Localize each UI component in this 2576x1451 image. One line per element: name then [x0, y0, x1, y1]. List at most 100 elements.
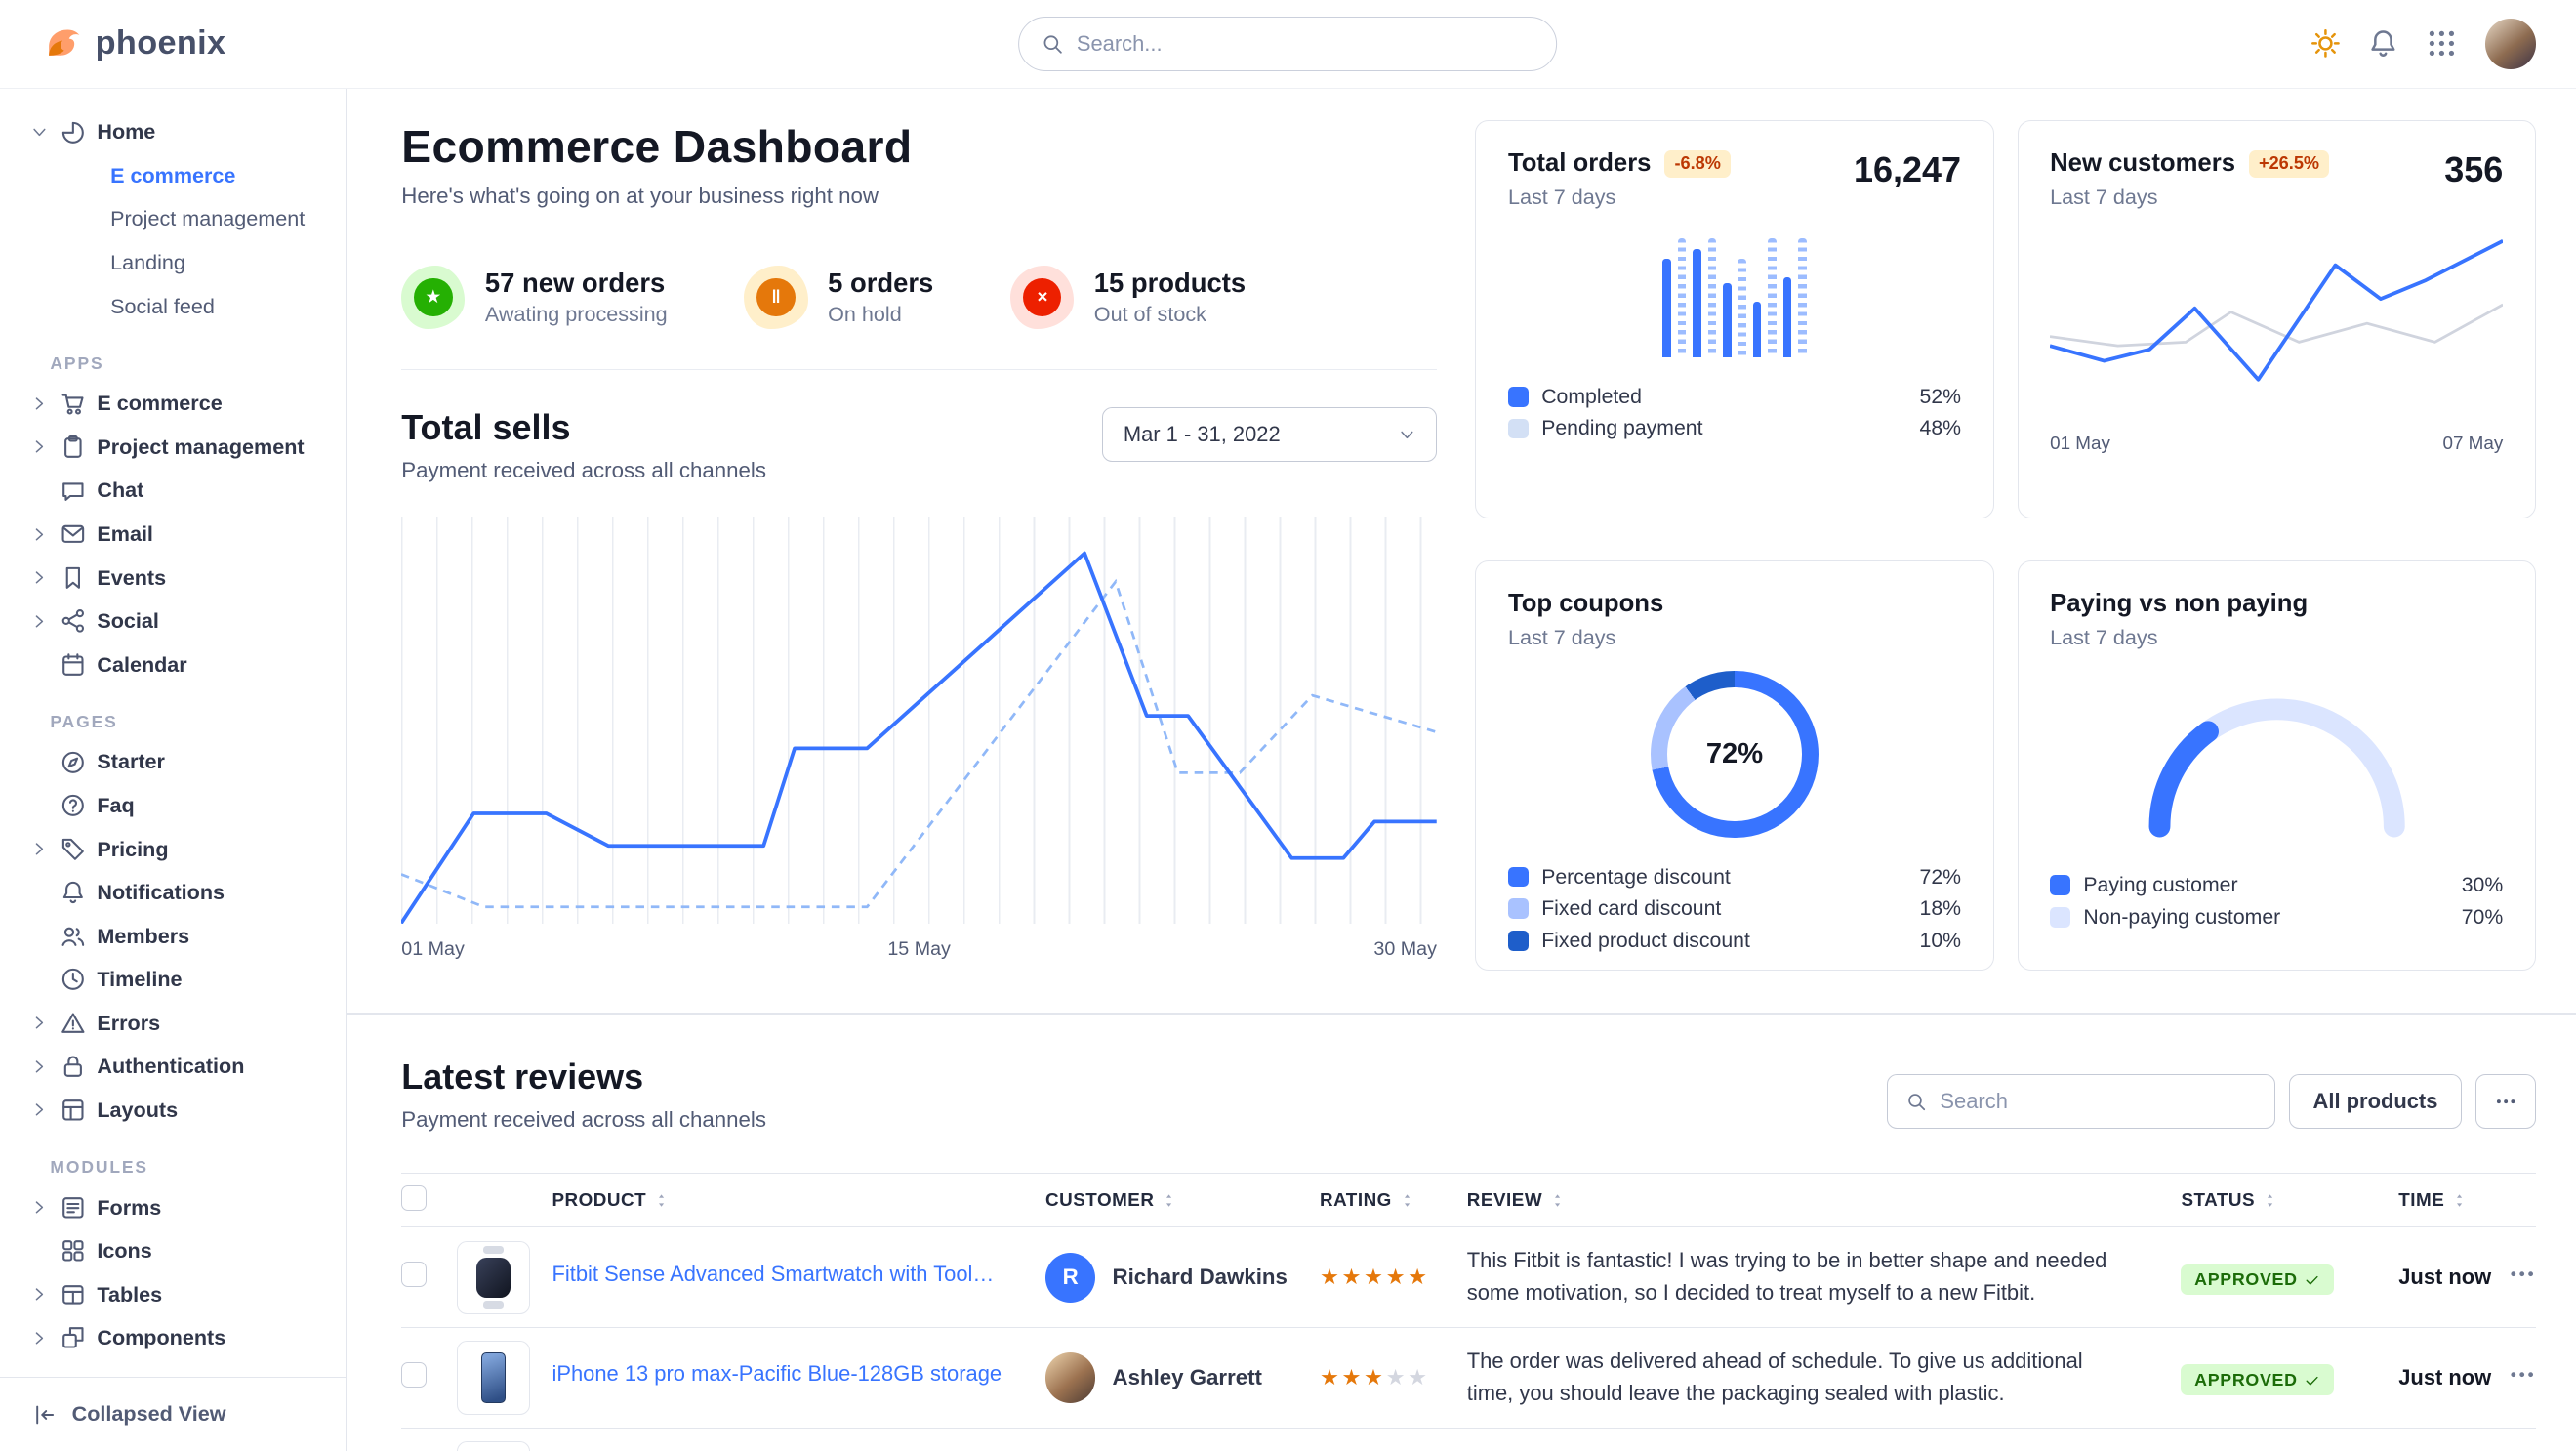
product-link[interactable]: Fitbit Sense Advanced Smartwatch with To…	[552, 1261, 1026, 1286]
sidebar-subitem-0[interactable]: E commerce	[20, 154, 326, 198]
search-icon	[1906, 1092, 1927, 1112]
sidebar-modules-item-0[interactable]: Forms	[20, 1185, 326, 1229]
search-icon	[1042, 33, 1063, 55]
reviews-table: PRODUCT CUSTOMER RATING REVIEW STATUS TI…	[401, 1172, 2536, 1451]
column-header-product[interactable]: PRODUCT	[552, 1189, 1045, 1211]
card-title: Total orders	[1507, 149, 1652, 178]
column-header-rating[interactable]: RATING	[1320, 1189, 1467, 1211]
row-menu-button[interactable]	[2509, 1261, 2535, 1287]
date-range-value: Mar 1 - 31, 2022	[1123, 422, 1281, 447]
date-range-select[interactable]: Mar 1 - 31, 2022	[1102, 406, 1437, 463]
brand-logo[interactable]: phoenix	[44, 23, 226, 63]
collapse-icon	[33, 1403, 57, 1427]
sort-icon	[2262, 1192, 2278, 1209]
sidebar-apps-item-4[interactable]: Events	[20, 556, 326, 600]
row-checkbox[interactable]	[401, 1262, 427, 1287]
sidebar-apps-item-0[interactable]: E commerce	[20, 382, 326, 426]
chevron-right-icon	[30, 612, 49, 631]
collapsed-view-button[interactable]: Collapsed View	[0, 1377, 346, 1451]
topbar: phoenix	[0, 0, 2576, 89]
product-link[interactable]: iPhone 13 pro max-Pacific Blue-128GB sto…	[552, 1361, 1002, 1387]
ellipsis-icon	[2509, 1261, 2535, 1287]
column-header-status[interactable]: STATUS	[2181, 1189, 2398, 1211]
reviews-search[interactable]	[1887, 1073, 2275, 1130]
sidebar-pages-item-3[interactable]: Notifications	[20, 871, 326, 915]
chevron-right-icon	[30, 437, 49, 456]
column-header-review[interactable]: REVIEW	[1467, 1189, 2182, 1211]
coupons-donut-chart: 72%	[1651, 670, 1819, 838]
apps-grid-button[interactable]	[2427, 28, 2457, 59]
all-products-button[interactable]: All products	[2288, 1073, 2463, 1130]
review-row-2	[401, 1429, 2536, 1451]
sidebar-item-label: Notifications	[97, 880, 225, 905]
rating-stars: ★★★★★	[1319, 1264, 1430, 1290]
legend-row: Percentage discount 72%	[1507, 863, 1961, 891]
sidebar-pages-item-4[interactable]: Members	[20, 914, 326, 958]
blank-thumbnail	[456, 1441, 531, 1451]
reviews-table-header: PRODUCT CUSTOMER RATING REVIEW STATUS TI…	[401, 1172, 2536, 1228]
sidebar-pages-item-5[interactable]: Timeline	[20, 958, 326, 1002]
trend-badge: +26.5%	[2248, 150, 2330, 178]
sidebar-apps-item-2[interactable]: Chat	[20, 469, 326, 513]
column-header-customer[interactable]: CUSTOMER	[1045, 1189, 1320, 1211]
legend-swatch	[1507, 930, 1529, 951]
customer-avatar	[1044, 1352, 1096, 1403]
sidebar-apps-item-3[interactable]: Email	[20, 513, 326, 557]
stat-item-0: ★ 57 new orders Awating processing	[401, 265, 668, 329]
new-customers-value: 356	[2444, 149, 2504, 190]
card-period: Last 7 days	[1507, 185, 1616, 210]
sidebar-item-label: Calendar	[97, 651, 187, 677]
lock-icon	[61, 1054, 86, 1079]
sidebar-apps-item-6[interactable]: Calendar	[20, 643, 326, 686]
reviews-search-input[interactable]	[1940, 1089, 2257, 1115]
column-header-time[interactable]: TIME	[2398, 1189, 2509, 1211]
stat-caption: Awating processing	[484, 302, 668, 327]
sidebar-pages-item-7[interactable]: Authentication	[20, 1045, 326, 1089]
legend-swatch	[2050, 906, 2070, 928]
row-checkbox[interactable]	[401, 1361, 427, 1388]
grid-icon	[2427, 28, 2457, 59]
user-avatar[interactable]	[2485, 19, 2536, 69]
sidebar-pages-item-6[interactable]: Errors	[20, 1001, 326, 1045]
sidebar-pages-item-2[interactable]: Pricing	[20, 827, 326, 871]
sidebar-apps-item-5[interactable]: Social	[20, 600, 326, 643]
sidebar-modules-item-3[interactable]: Components	[20, 1316, 326, 1360]
status-badge: APPROVED	[2181, 1264, 2335, 1295]
sidebar-apps-item-1[interactable]: Project management	[20, 426, 326, 470]
sidebar-item-home[interactable]: Home	[20, 110, 326, 154]
select-all-checkbox[interactable]	[401, 1184, 427, 1211]
stat-icon: ★	[414, 277, 453, 317]
layout-icon	[61, 1098, 86, 1123]
pages-nav: Starter Faq Pricing Notifications Me	[20, 740, 326, 1132]
stats-row: ★ 57 new orders Awating processing ‖	[401, 265, 1437, 329]
sidebar-modules-item-1[interactable]: Icons	[20, 1229, 326, 1273]
main-content: Ecommerce Dashboard Here's what's going …	[346, 88, 2576, 1451]
donut-hole	[1667, 686, 1802, 821]
phoenix-logo-icon	[44, 23, 84, 63]
sidebar-item-label: Errors	[97, 1010, 161, 1035]
sidebar-subitem-2[interactable]: Landing	[20, 241, 326, 285]
card-period: Last 7 days	[2050, 185, 2158, 210]
global-search-input[interactable]	[1076, 30, 1535, 57]
legend-row: Fixed card discount 18%	[1507, 894, 1961, 923]
sidebar-pages-item-0[interactable]: Starter	[20, 740, 326, 784]
sidebar-subitem-label: E commerce	[110, 162, 236, 187]
global-search[interactable]	[1018, 16, 1558, 72]
theme-toggle-button[interactable]	[2310, 28, 2341, 59]
chevron-right-icon	[30, 1100, 49, 1119]
sidebar-modules-item-2[interactable]: Tables	[20, 1272, 326, 1316]
chevron-right-icon	[30, 1014, 49, 1032]
sidebar-subitem-1[interactable]: Project management	[20, 197, 326, 241]
brand-name: phoenix	[95, 24, 226, 62]
chevron-right-icon	[30, 1057, 49, 1076]
chat-icon	[61, 478, 86, 504]
sidebar-pages-item-8[interactable]: Layouts	[20, 1089, 326, 1133]
apps-nav: E commerce Project management Chat Email	[20, 382, 326, 686]
sidebar-subitem-3[interactable]: Social feed	[20, 284, 326, 328]
more-options-button[interactable]	[2475, 1073, 2536, 1130]
notifications-button[interactable]	[2368, 28, 2398, 59]
sidebar-pages-item-1[interactable]: Faq	[20, 784, 326, 828]
sidebar-item-label: Forms	[97, 1194, 162, 1220]
legend-swatch	[1507, 898, 1529, 919]
row-menu-button[interactable]	[2509, 1361, 2535, 1388]
